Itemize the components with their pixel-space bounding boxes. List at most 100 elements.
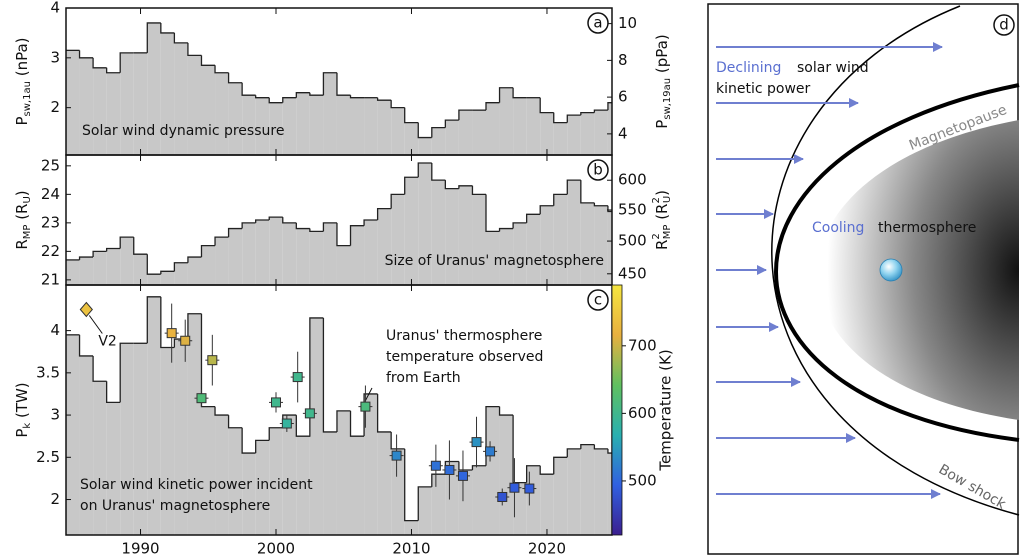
step-fill <box>269 217 283 285</box>
observation-marker <box>207 355 218 366</box>
step-line <box>200 245 216 258</box>
x-tick-label: 2020 <box>528 540 566 558</box>
step-fill <box>255 220 270 285</box>
step-fill <box>391 448 405 535</box>
step-fill <box>513 222 527 285</box>
panel-label: d <box>999 16 1009 34</box>
step-fill <box>553 457 568 535</box>
step-line <box>390 431 405 450</box>
step-fill <box>526 97 541 155</box>
step-line <box>255 439 270 454</box>
step-fill <box>133 52 148 155</box>
step-fill <box>242 222 256 285</box>
step-fill <box>540 205 554 285</box>
step-line <box>78 334 94 357</box>
bow-shock-line <box>771 5 1020 516</box>
step-line <box>119 236 134 249</box>
step-line <box>187 42 202 56</box>
y-tick-label: 3 <box>50 406 60 424</box>
step-line <box>78 256 94 260</box>
step-fill <box>187 257 202 285</box>
step-line <box>349 410 365 437</box>
observation-marker <box>485 446 496 457</box>
step-line <box>146 296 161 344</box>
axis-title-part: (nPa) <box>13 38 31 82</box>
axis-title-part: 2 <box>651 197 662 203</box>
observation-marker <box>524 483 535 494</box>
spacecraft-marker <box>79 301 93 318</box>
axis-title-part: P <box>653 120 671 129</box>
step-fill <box>377 431 392 535</box>
axis-title-part: (R <box>653 204 671 225</box>
step-fill <box>540 112 554 155</box>
axis-title-part: MP <box>662 225 673 240</box>
axis-title-part: R <box>653 240 671 250</box>
step-line <box>525 465 541 483</box>
step-line <box>553 112 568 124</box>
step-fill <box>445 461 459 535</box>
step-fill <box>242 95 256 155</box>
step-line <box>404 176 419 195</box>
step-fill <box>282 222 297 285</box>
step-fill <box>458 469 473 535</box>
step-fill <box>147 274 161 285</box>
colorbar-title: Temperature (K) <box>657 349 675 471</box>
step-line <box>214 236 229 246</box>
step-line <box>539 205 554 215</box>
step-line <box>458 109 473 121</box>
step-fill <box>526 214 541 285</box>
step-line <box>119 342 134 403</box>
step-line <box>200 313 216 408</box>
step-fill <box>282 415 297 535</box>
step-fill <box>79 257 94 285</box>
step-fill <box>567 180 581 285</box>
step-line <box>376 393 392 433</box>
step-fill <box>513 97 527 155</box>
step-fill <box>418 486 432 535</box>
observation-marker <box>292 372 303 383</box>
spacecraft-label: V2 <box>98 333 116 349</box>
step-line <box>485 194 500 233</box>
observation-note: temperature observed <box>386 349 543 365</box>
x-tick-label: 2000 <box>257 540 295 558</box>
step-line <box>539 97 554 114</box>
step-line <box>241 222 256 229</box>
step-fill <box>526 465 541 535</box>
observation-marker <box>360 401 371 412</box>
step-line <box>417 122 432 139</box>
step-fill <box>228 427 243 535</box>
step-line <box>200 55 216 66</box>
step-line <box>133 237 148 255</box>
observation-marker <box>471 437 482 448</box>
step-fill <box>431 127 446 155</box>
step-fill <box>472 194 486 285</box>
panel-label: a <box>593 14 602 32</box>
panel-label: b <box>593 161 603 179</box>
step-line <box>485 405 500 466</box>
observation-marker <box>196 393 207 404</box>
y-tick-label: 2 <box>50 490 60 508</box>
step-fill <box>567 448 581 535</box>
step-fill <box>93 381 107 535</box>
step-line <box>580 111 595 116</box>
y-tick-label: 3.5 <box>36 363 60 381</box>
step-fill <box>418 162 432 285</box>
step-line <box>309 228 324 233</box>
step-line <box>160 270 175 275</box>
axis-title-part: sw,1au <box>22 81 33 116</box>
step-fill <box>594 110 608 155</box>
step-line <box>458 185 473 189</box>
step-fill <box>255 97 270 155</box>
step-line <box>539 465 554 475</box>
colorbar-tick-label: 700 <box>628 336 657 354</box>
y-tick-label: 21 <box>41 270 60 288</box>
step-fill <box>282 97 297 155</box>
step-line <box>322 317 337 433</box>
step-line <box>390 193 405 209</box>
step-fill <box>120 237 134 285</box>
axis-title-part: ) <box>653 190 671 196</box>
step-line <box>282 217 297 224</box>
step-line <box>78 50 94 59</box>
step-fill <box>323 72 337 155</box>
axis-title: Pk (TW) <box>13 382 34 437</box>
